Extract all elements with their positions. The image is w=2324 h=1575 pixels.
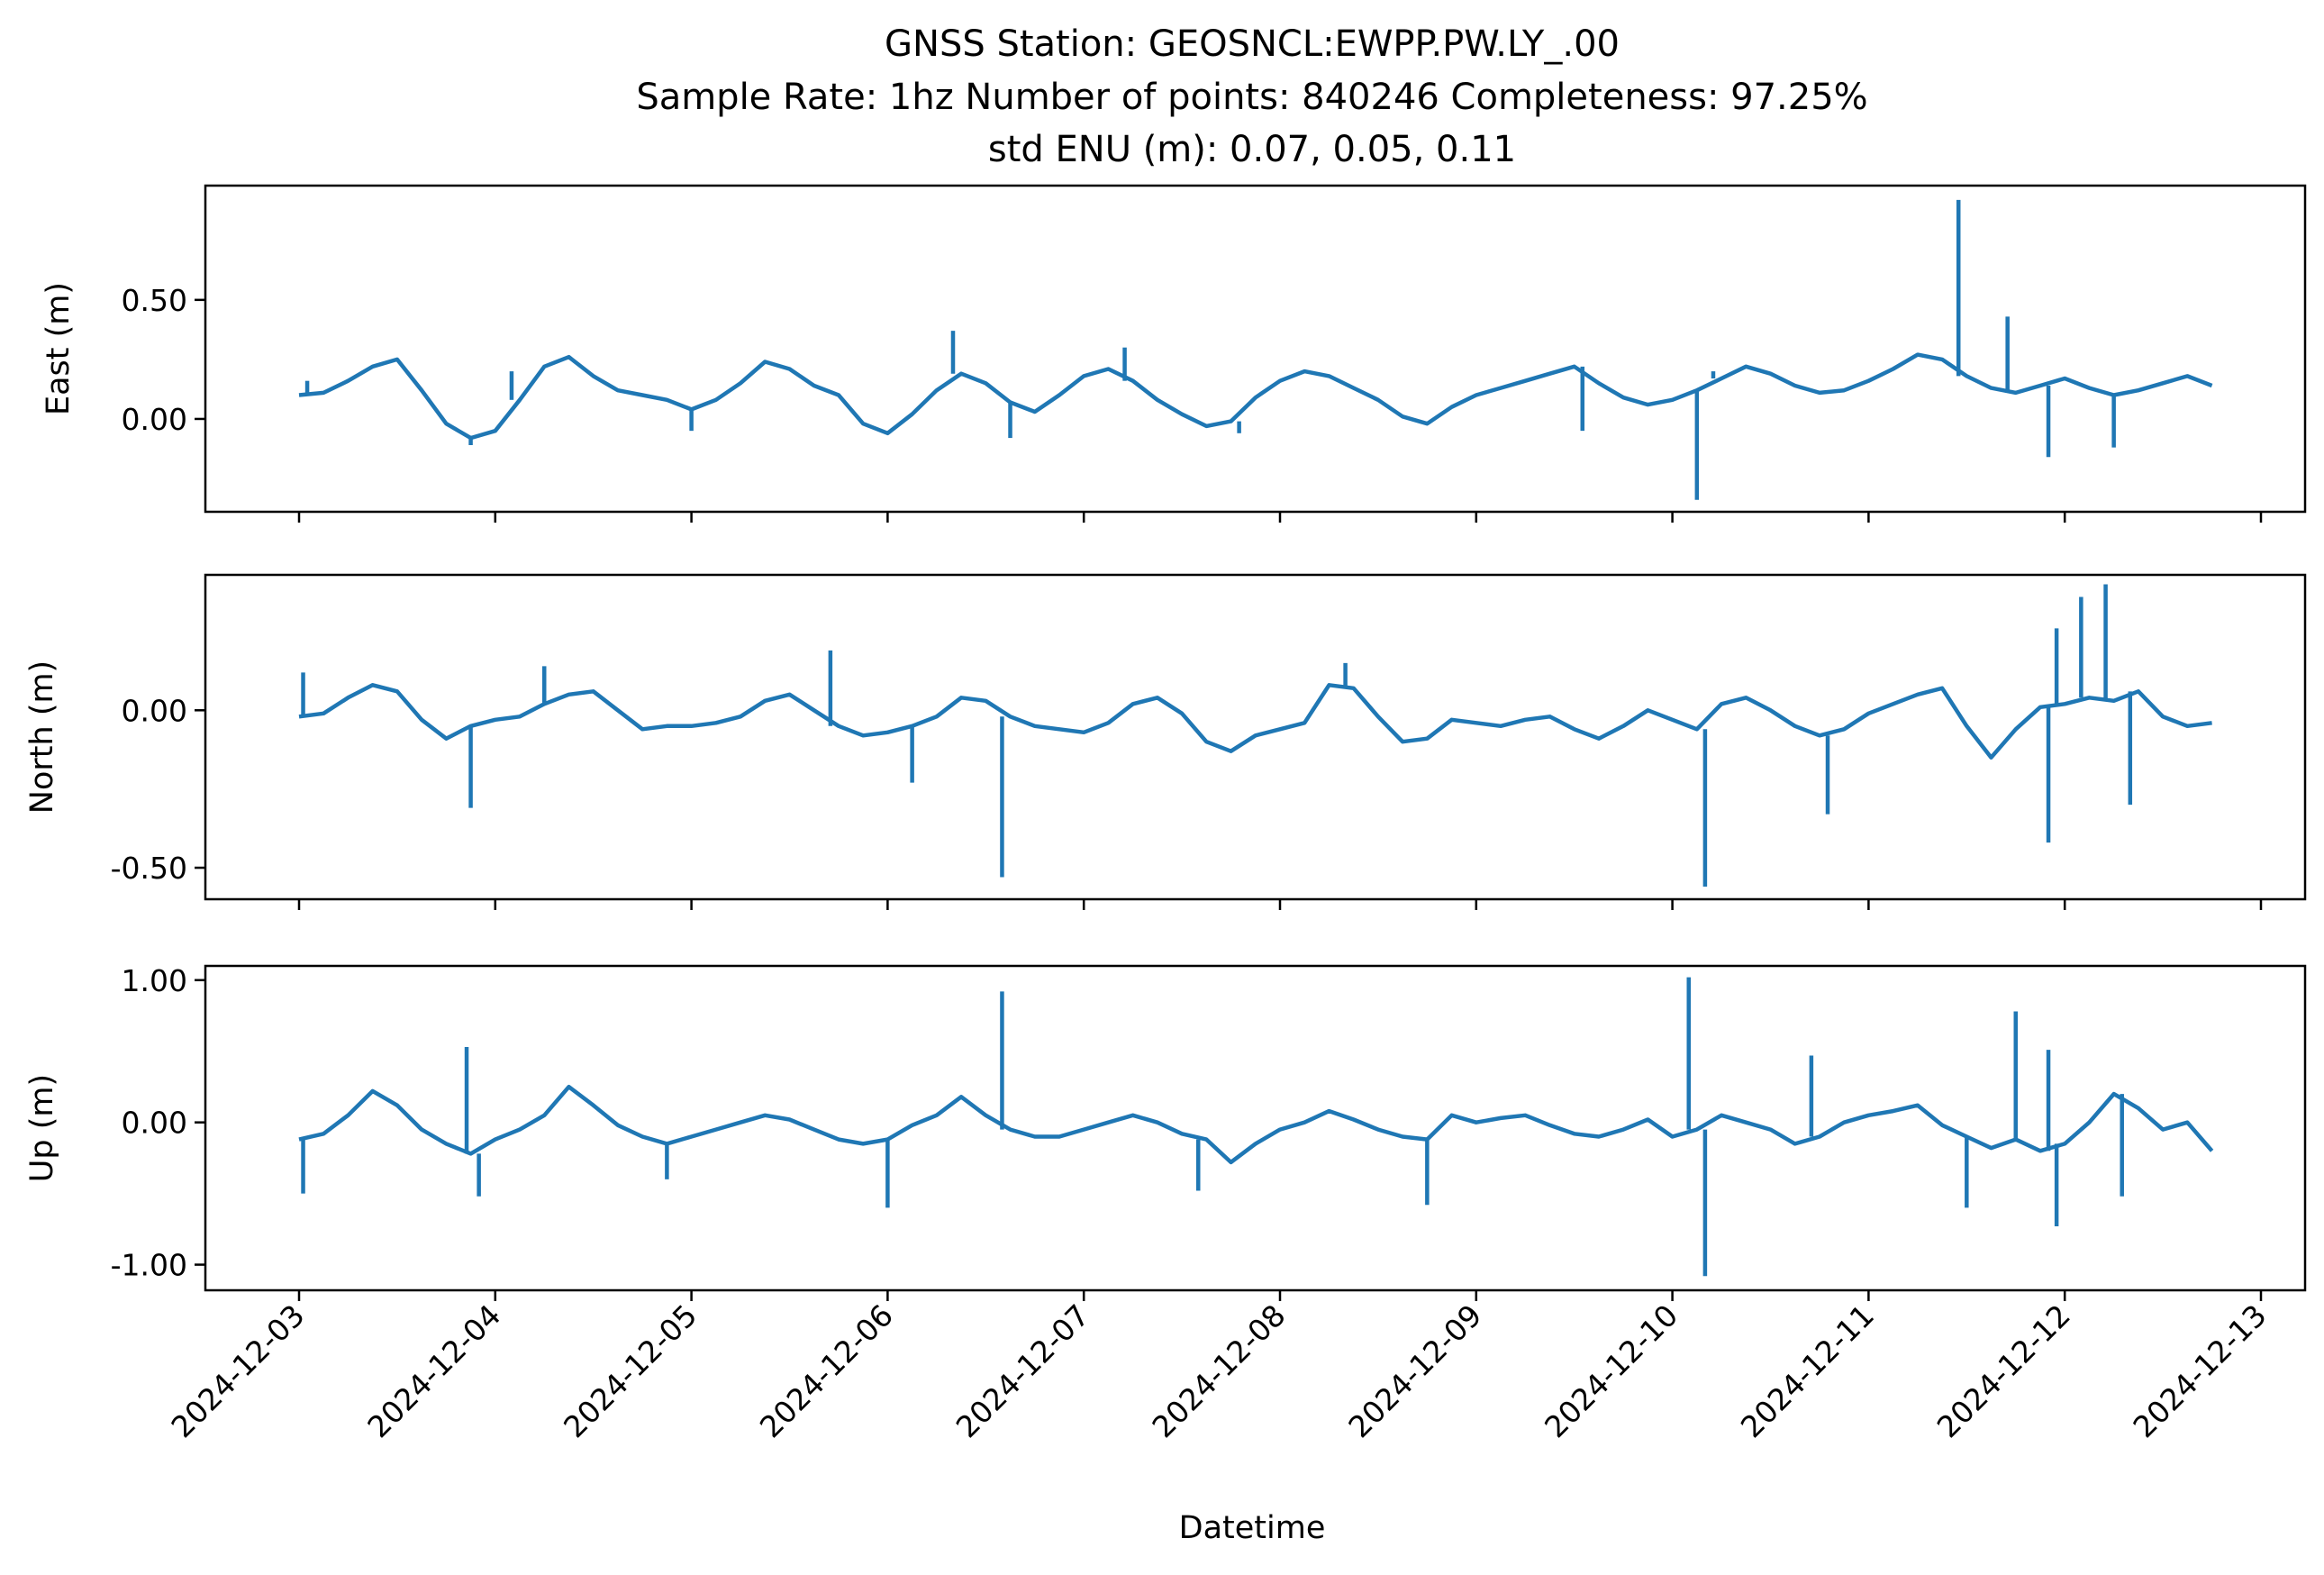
spikes-east bbox=[304, 199, 2116, 500]
y-axis-label-north: North (m) bbox=[24, 660, 60, 814]
x-tick-label-7: 2024-12-10 bbox=[1538, 1297, 1684, 1444]
panel-east: East (m) 0.50 0.00 bbox=[41, 184, 2307, 523]
axes-frame-up bbox=[204, 964, 2307, 1292]
x-ticks-up bbox=[297, 1290, 2263, 1301]
title-line-2: Sample Rate: 1hz Number of points: 84024… bbox=[636, 77, 1867, 118]
panel-up: Up (m) 1.00 0.00 -1.00 bbox=[24, 963, 2307, 1301]
x-tick-label-0: 2024-12-03 bbox=[164, 1297, 311, 1444]
y-tick-label-up-1: 0.00 bbox=[122, 1106, 187, 1141]
y-ticks-up: 1.00 0.00 -1.00 bbox=[111, 963, 205, 1283]
x-tick-label-6: 2024-12-09 bbox=[1341, 1297, 1488, 1444]
title-line-1: GNSS Station: GEOSNCL:EWPP.PW.LY_.00 bbox=[885, 23, 1620, 65]
y-tick-label-up-0: 1.00 bbox=[122, 963, 187, 998]
y-axis-label-east: East (m) bbox=[41, 282, 77, 415]
title-line-3: std ENU (m): 0.07, 0.05, 0.11 bbox=[988, 129, 1516, 170]
x-tick-label-9: 2024-12-12 bbox=[1930, 1297, 2077, 1444]
spikes-north bbox=[301, 584, 2133, 888]
chart-title: GNSS Station: GEOSNCL:EWPP.PW.LY_.00 Sam… bbox=[636, 23, 1867, 170]
x-ticks-east bbox=[297, 512, 2263, 523]
x-tick-label-4: 2024-12-07 bbox=[949, 1297, 1096, 1444]
series-line-up bbox=[298, 1084, 2214, 1165]
series-line-east bbox=[298, 352, 2213, 441]
x-tick-labels: 2024-12-03 2024-12-04 2024-12-05 2024-12-06… bbox=[164, 1297, 2273, 1444]
x-tick-label-10: 2024-12-13 bbox=[2126, 1297, 2273, 1444]
y-tick-label-north-1: -0.50 bbox=[111, 851, 187, 886]
x-axis-label: Datetime bbox=[1179, 1510, 1326, 1546]
x-tick-label-1: 2024-12-04 bbox=[360, 1297, 507, 1444]
y-tick-label-east-1: 0.00 bbox=[122, 402, 187, 437]
series-line-north bbox=[298, 683, 2212, 760]
spikes-up bbox=[301, 977, 2124, 1277]
x-tick-label-5: 2024-12-08 bbox=[1145, 1297, 1292, 1444]
y-ticks-north: 0.00 -0.50 bbox=[111, 693, 205, 886]
x-tick-label-3: 2024-12-06 bbox=[753, 1297, 900, 1444]
x-ticks-north bbox=[297, 899, 2263, 910]
y-ticks-east: 0.50 0.00 bbox=[122, 283, 205, 437]
axes-frame-east bbox=[204, 184, 2307, 514]
y-tick-label-north-0: 0.00 bbox=[122, 693, 187, 728]
axes-frame-north bbox=[204, 573, 2307, 901]
y-axis-label-up: Up (m) bbox=[24, 1074, 60, 1182]
x-tick-label-8: 2024-12-11 bbox=[1734, 1297, 1881, 1444]
panel-north: North (m) 0.00 -0.50 bbox=[24, 573, 2307, 910]
x-tick-label-2: 2024-12-05 bbox=[557, 1297, 704, 1444]
y-tick-label-up-2: -1.00 bbox=[111, 1248, 187, 1283]
y-tick-label-east-0: 0.50 bbox=[122, 283, 187, 318]
